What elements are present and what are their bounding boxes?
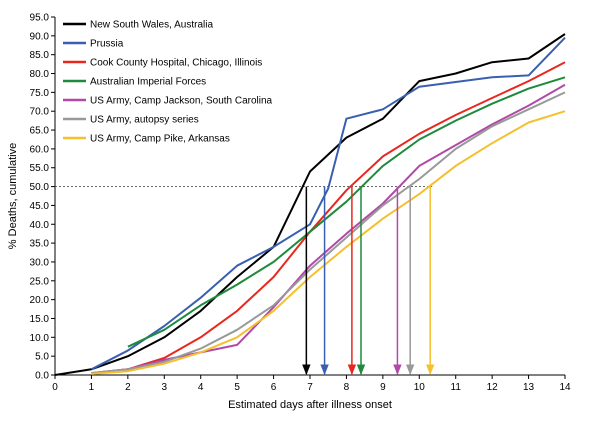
y-tick-label: 55.0 <box>30 163 50 174</box>
x-axis-title: Estimated days after illness onset <box>228 399 392 411</box>
x-tick-label: 7 <box>307 382 313 393</box>
y-tick-label: 30.0 <box>30 257 50 268</box>
y-tick-label: 70.0 <box>30 107 50 118</box>
series-lines <box>54 33 566 376</box>
x-tick-label: 1 <box>89 382 95 393</box>
y-tick-label: 90.0 <box>30 31 50 42</box>
y-tick-label: 75.0 <box>30 88 50 99</box>
series-line <box>91 61 566 375</box>
axes: 0.05.010.015.020.025.030.035.040.045.050… <box>30 13 571 394</box>
legend-label: Australian Imperial Forces <box>90 77 206 88</box>
legend-label: US Army, Camp Jackson, South Carolina <box>90 96 273 107</box>
x-tick-label: 8 <box>344 382 350 393</box>
y-tick-label: 50.0 <box>30 182 50 193</box>
y-tick-label: 60.0 <box>30 144 50 155</box>
x-tick-label: 6 <box>271 382 277 393</box>
y-tick-label: 20.0 <box>30 295 50 306</box>
y-axis-title: % Deaths, cumulative <box>7 143 19 249</box>
median-arrows <box>302 186 435 376</box>
legend-label: US Army, Camp Pike, Arkansas <box>90 134 230 145</box>
y-tick-label: 85.0 <box>30 50 50 61</box>
x-tick-label: 2 <box>125 382 131 393</box>
y-tick-label: 10.0 <box>30 333 50 344</box>
y-tick-label: 95.0 <box>30 13 50 24</box>
x-tick-label: 12 <box>487 382 499 393</box>
series-line <box>91 110 566 375</box>
series-line <box>91 91 566 375</box>
x-tick-label: 3 <box>162 382 168 393</box>
x-tick-label: 11 <box>451 382 462 393</box>
y-tick-label: 35.0 <box>30 239 50 250</box>
legend-label: New South Wales, Australia <box>90 20 213 31</box>
y-tick-label: 40.0 <box>30 220 50 231</box>
y-tick-label: 65.0 <box>30 126 50 137</box>
legend-label: Prussia <box>90 39 124 50</box>
y-tick-label: 0.0 <box>35 371 49 382</box>
x-tick-label: 9 <box>380 382 386 393</box>
legend-label: Cook County Hospital, Chicago, Illinois <box>90 58 262 69</box>
y-tick-label: 15.0 <box>30 314 50 325</box>
y-tick-label: 45.0 <box>30 201 50 212</box>
x-tick-label: 4 <box>198 382 204 393</box>
series-line <box>90 37 566 371</box>
y-tick-label: 80.0 <box>30 69 50 80</box>
series-line <box>54 33 566 376</box>
x-tick-label: 14 <box>559 382 571 393</box>
x-tick-label: 13 <box>523 382 535 393</box>
x-tick-label: 10 <box>414 382 426 393</box>
x-tick-label: 5 <box>234 382 240 393</box>
x-tick-label: 0 <box>52 382 58 393</box>
series-line <box>127 76 566 348</box>
legend: New South Wales, Australia Prussia Cook Co… <box>63 20 273 145</box>
legend-label: US Army, autopsy series <box>90 115 199 126</box>
y-tick-label: 5.0 <box>35 352 49 363</box>
y-tick-label: 25.0 <box>30 276 50 287</box>
